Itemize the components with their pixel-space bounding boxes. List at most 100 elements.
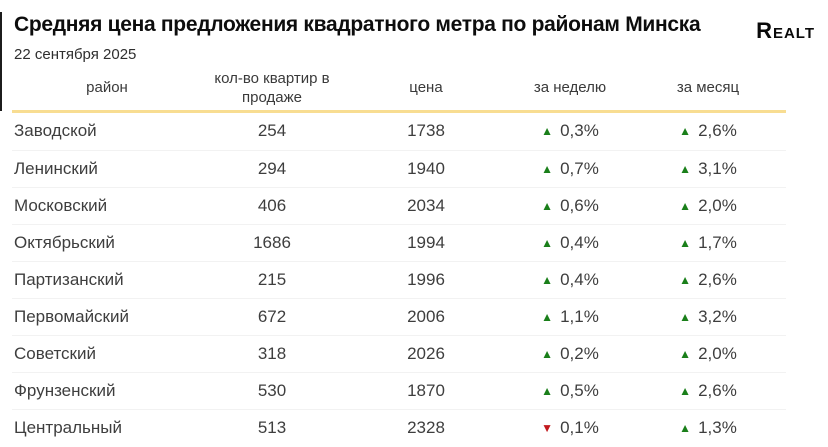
month-trend-icon: ▲: [679, 235, 692, 250]
price-value: 1870: [407, 380, 445, 400]
district-name: Первомайский: [14, 306, 129, 326]
apartments-count: 1686: [253, 232, 291, 252]
month-change-value: 1,7%: [698, 232, 737, 252]
month-change: ▲ 2,0%: [630, 196, 786, 216]
month-change-value: 2,6%: [698, 380, 737, 400]
week-change-value: 0,4%: [560, 269, 599, 289]
table-row: Заводской 254 1738 ▲ 0,3% ▲ 2,6%: [12, 113, 786, 150]
district-name: Заводской: [14, 121, 97, 140]
month-trend-icon: ▲: [679, 309, 692, 324]
month-change: ▲ 2,6%: [630, 270, 786, 290]
apartments-count: 318: [257, 343, 287, 363]
week-change-value: 0,5%: [560, 380, 599, 400]
week-change-value: 0,3%: [560, 121, 599, 140]
week-trend-icon: ▼: [541, 420, 554, 435]
price-value: 2034: [407, 195, 445, 215]
price-value: 1996: [407, 269, 445, 289]
month-change: ▲ 2,0%: [630, 344, 786, 364]
table-row: Советский 318 2026 ▲ 0,2% ▲ 2,0%: [12, 334, 786, 372]
month-trend-icon: ▲: [679, 198, 692, 213]
month-trend-icon: ▲: [679, 124, 692, 138]
week-change-value: 1,1%: [560, 306, 599, 326]
month-trend-icon: ▲: [679, 161, 692, 176]
month-change: ▲ 2,6%: [630, 381, 786, 401]
apartments-count: 294: [257, 158, 287, 178]
month-change-value: 2,6%: [698, 121, 737, 140]
district-name: Московский: [14, 195, 108, 215]
table-row: Московский 406 2034 ▲ 0,6% ▲ 2,0%: [12, 186, 786, 224]
week-change: ▲ 0,3%: [510, 121, 630, 141]
month-trend-icon: ▲: [679, 420, 692, 435]
month-change-value: 3,2%: [698, 306, 737, 326]
apartments-count: 530: [257, 380, 287, 400]
apartments-count: 513: [257, 417, 287, 437]
week-change: ▼ 0,1%: [510, 418, 630, 438]
week-change-value: 0,1%: [560, 417, 599, 437]
month-trend-icon: ▲: [679, 272, 692, 287]
month-trend-icon: ▲: [679, 383, 692, 398]
month-change: ▲ 2,6%: [630, 121, 786, 141]
month-change: ▲ 1,3%: [630, 418, 786, 438]
column-header-apartments-count: кол-во квартир в продаже: [214, 70, 330, 106]
price-value: 1738: [407, 121, 445, 140]
week-trend-icon: ▲: [541, 161, 554, 176]
realt-logo: Realt: [756, 18, 815, 43]
week-trend-icon: ▲: [541, 124, 554, 138]
district-name: Фрунзенский: [14, 380, 116, 400]
table-row: Первомайский 672 2006 ▲ 1,1% ▲ 3,2%: [12, 297, 786, 335]
month-change: ▲ 3,2%: [630, 307, 786, 327]
week-trend-icon: ▲: [541, 309, 554, 324]
week-change: ▲ 0,6%: [510, 196, 630, 216]
apartments-count: 215: [257, 269, 287, 289]
apartments-count: 254: [257, 121, 287, 140]
month-change: ▲ 3,1%: [630, 159, 786, 179]
month-change-value: 2,0%: [698, 343, 737, 363]
price-table: район кол-во квартир в продаже цена за н…: [12, 70, 786, 446]
district-name: Партизанский: [14, 269, 124, 289]
apartments-count: 672: [257, 306, 287, 326]
price-value: 2026: [407, 343, 445, 363]
week-trend-icon: ▲: [541, 272, 554, 287]
column-header-week-change: за неделю: [533, 79, 607, 97]
table-body: Заводской 254 1738 ▲ 0,3% ▲ 2,6% Ленинск…: [12, 113, 786, 446]
week-trend-icon: ▲: [541, 346, 554, 361]
district-name: Центральный: [14, 417, 122, 437]
page-title: Средняя цена предложения квадратного мет…: [14, 13, 701, 36]
week-trend-icon: ▲: [541, 383, 554, 398]
left-edge-line: [0, 12, 2, 111]
month-change-value: 3,1%: [698, 158, 737, 178]
table-row: Партизанский 215 1996 ▲ 0,4% ▲ 2,6%: [12, 260, 786, 298]
column-header-month-change: за месяц: [676, 79, 740, 97]
month-change: ▲ 1,7%: [630, 233, 786, 253]
district-name: Ленинский: [14, 158, 98, 178]
week-change: ▲ 0,2%: [510, 344, 630, 364]
week-change: ▲ 0,7%: [510, 159, 630, 179]
price-value: 2006: [407, 306, 445, 326]
month-change-value: 1,3%: [698, 417, 737, 437]
column-header-price: цена: [409, 79, 443, 97]
month-change-value: 2,6%: [698, 269, 737, 289]
week-trend-icon: ▲: [541, 198, 554, 213]
month-change-value: 2,0%: [698, 195, 737, 215]
week-change-value: 0,2%: [560, 343, 599, 363]
date-label: 22 сентября 2025: [14, 46, 137, 63]
table-row: Ленинский 294 1940 ▲ 0,7% ▲ 3,1%: [12, 149, 786, 187]
price-value: 1994: [407, 232, 445, 252]
district-name: Советский: [14, 343, 96, 363]
week-change: ▲ 0,4%: [510, 270, 630, 290]
week-change: ▲ 0,4%: [510, 233, 630, 253]
week-change-value: 0,6%: [560, 195, 599, 215]
week-trend-icon: ▲: [541, 235, 554, 250]
month-trend-icon: ▲: [679, 346, 692, 361]
table-row: Центральный 513 2328 ▼ 0,1% ▲ 1,3%: [12, 408, 786, 446]
week-change-value: 0,7%: [560, 158, 599, 178]
price-value: 2328: [407, 417, 445, 437]
district-name: Октябрьский: [14, 232, 115, 252]
week-change: ▲ 0,5%: [510, 381, 630, 401]
week-change-value: 0,4%: [560, 232, 599, 252]
week-change: ▲ 1,1%: [510, 307, 630, 327]
table-row: Октябрьский 1686 1994 ▲ 0,4% ▲ 1,7%: [12, 223, 786, 261]
apartments-count: 406: [257, 195, 287, 215]
table-row: Фрунзенский 530 1870 ▲ 0,5% ▲ 2,6%: [12, 371, 786, 409]
